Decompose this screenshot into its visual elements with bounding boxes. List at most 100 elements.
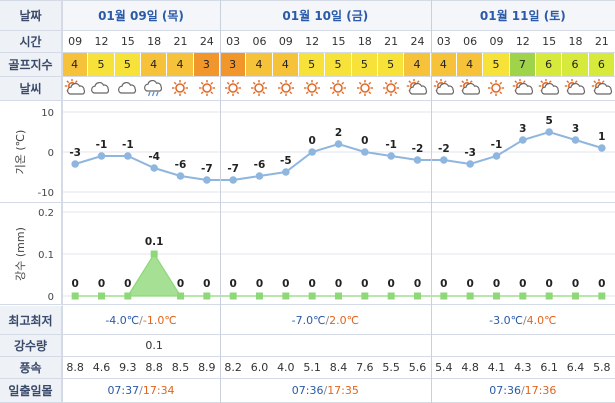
time-cell: 24 — [410, 34, 425, 48]
precip-amount-label: 강수량 — [0, 334, 62, 356]
precip-amount-cell — [562, 334, 588, 356]
temperature-value-label: -1 — [385, 139, 397, 151]
precip-y-tick: 0.2 — [38, 208, 54, 219]
precip-amount-cell — [404, 334, 430, 356]
time-cell: 18 — [147, 34, 162, 48]
weather-cell — [167, 76, 193, 100]
sun-icon — [383, 80, 400, 96]
time-cell: 06 — [252, 34, 267, 48]
golf-index-cell: 5 — [299, 52, 326, 76]
sunrise-time: 07:36 — [489, 384, 521, 397]
temperature-value-label: 5 — [546, 115, 553, 127]
sunset-time: 17:36 — [524, 384, 557, 397]
precip-value-label: 0 — [493, 278, 500, 290]
precip-point — [414, 292, 421, 300]
golf-index-cell: 4 — [141, 52, 168, 76]
sunrise-time: 07:37 — [107, 384, 140, 397]
precip-point — [177, 292, 184, 300]
cloud-icon — [91, 81, 110, 94]
golf-index-cell: 4 — [430, 52, 457, 76]
sun-icon — [488, 80, 505, 96]
day-header: 01월 11일 (토) — [479, 8, 566, 23]
precip-point — [572, 292, 579, 300]
time-cell: 21 — [384, 34, 399, 48]
golf-index-cell: 6 — [536, 52, 563, 76]
precip-amount-cell — [299, 334, 325, 356]
temperature-value-label: -2 — [438, 143, 450, 155]
wind-cell: 8.9 — [198, 360, 216, 374]
precip-point — [440, 292, 448, 300]
golf-index-cell: 4 — [246, 52, 273, 76]
temperature-y-tick: -10 — [38, 188, 54, 199]
weather-cell — [88, 76, 114, 100]
day-header: 01월 10일 (금) — [282, 8, 369, 23]
min-temp: -3.0℃ — [489, 313, 523, 327]
temperature-value-label: 3 — [519, 123, 526, 135]
precip-amount-cell — [115, 334, 141, 356]
precip-point — [124, 292, 132, 300]
min-temp: -7.0℃ — [291, 313, 326, 327]
temperature-point — [440, 156, 448, 164]
precip-value-label: 0 — [98, 278, 105, 290]
precip-value-label: 0.1 — [145, 236, 164, 248]
cloud-sun-icon — [538, 79, 560, 95]
weather-cell — [431, 76, 457, 100]
temperature-point — [282, 168, 290, 176]
weather-cell — [194, 76, 220, 100]
time-cell: 09 — [489, 34, 504, 48]
precip-point — [308, 292, 316, 300]
golf-index-label: 골프지수 — [0, 52, 62, 76]
cloud-sun-icon — [433, 79, 454, 95]
weather-cell — [562, 76, 588, 100]
precip-amount-row: 강수량 0.1 — [0, 334, 615, 356]
temperature-point — [176, 172, 185, 180]
temperature-y-tick: 0 — [48, 148, 54, 159]
golf-index-cell: 6 — [562, 52, 589, 76]
temperature-value-label: -6 — [175, 159, 187, 171]
temperature-point — [387, 152, 395, 160]
date-label: 날짜 — [0, 0, 62, 30]
precip-area — [75, 252, 602, 297]
weather-cell — [536, 76, 562, 100]
temperature-value-label: 0 — [361, 135, 368, 147]
precip-amount-cell — [510, 334, 536, 356]
wind-cell: 4.3 — [514, 360, 532, 374]
temperature-point — [255, 172, 264, 180]
temperature-point — [545, 128, 553, 136]
precip-y-tick: 0 — [48, 292, 54, 303]
temperature-value-label: 0 — [309, 135, 316, 147]
weather-cell — [325, 76, 351, 100]
sun-icon — [330, 80, 347, 96]
precip-point — [256, 292, 263, 300]
precip-point — [335, 292, 342, 300]
precip-value-label: 0 — [598, 278, 605, 290]
golf-index-cell: 5 — [88, 52, 115, 76]
precip-y-tick: 0.1 — [38, 250, 54, 261]
temperature-chart-row — [0, 100, 615, 202]
minmax-cell: -3.0℃/4.0℃ — [489, 313, 557, 327]
weather-cell — [483, 76, 509, 100]
precip-amount-cell — [194, 334, 220, 356]
wind-cell: 8.8 — [66, 360, 84, 374]
temperature-point — [97, 152, 106, 160]
precip-value-label: 0 — [203, 278, 210, 290]
wind-cell: 6.0 — [250, 360, 269, 374]
time-cell: 15 — [120, 34, 135, 48]
temperature-point — [466, 160, 474, 168]
temperature-point — [203, 176, 211, 184]
cloud-sun-icon — [565, 79, 586, 95]
temperature-value-label: -7 — [227, 163, 239, 175]
weather-cell — [141, 76, 167, 100]
cloud-sun-icon — [512, 79, 533, 95]
sun-icon — [225, 80, 242, 96]
sun-cell: 07:37/17:34 — [107, 384, 175, 397]
precip-value-label: 0 — [519, 278, 526, 290]
wind-cell: 7.6 — [356, 360, 374, 374]
precip-amount-cell — [457, 334, 483, 356]
weather-cell — [352, 76, 378, 100]
wind-cell: 5.5 — [382, 360, 400, 374]
precip-point — [282, 292, 290, 300]
weather-label: 날씨 — [0, 76, 62, 100]
temperature-point — [571, 136, 580, 144]
weather-cell — [299, 76, 325, 100]
